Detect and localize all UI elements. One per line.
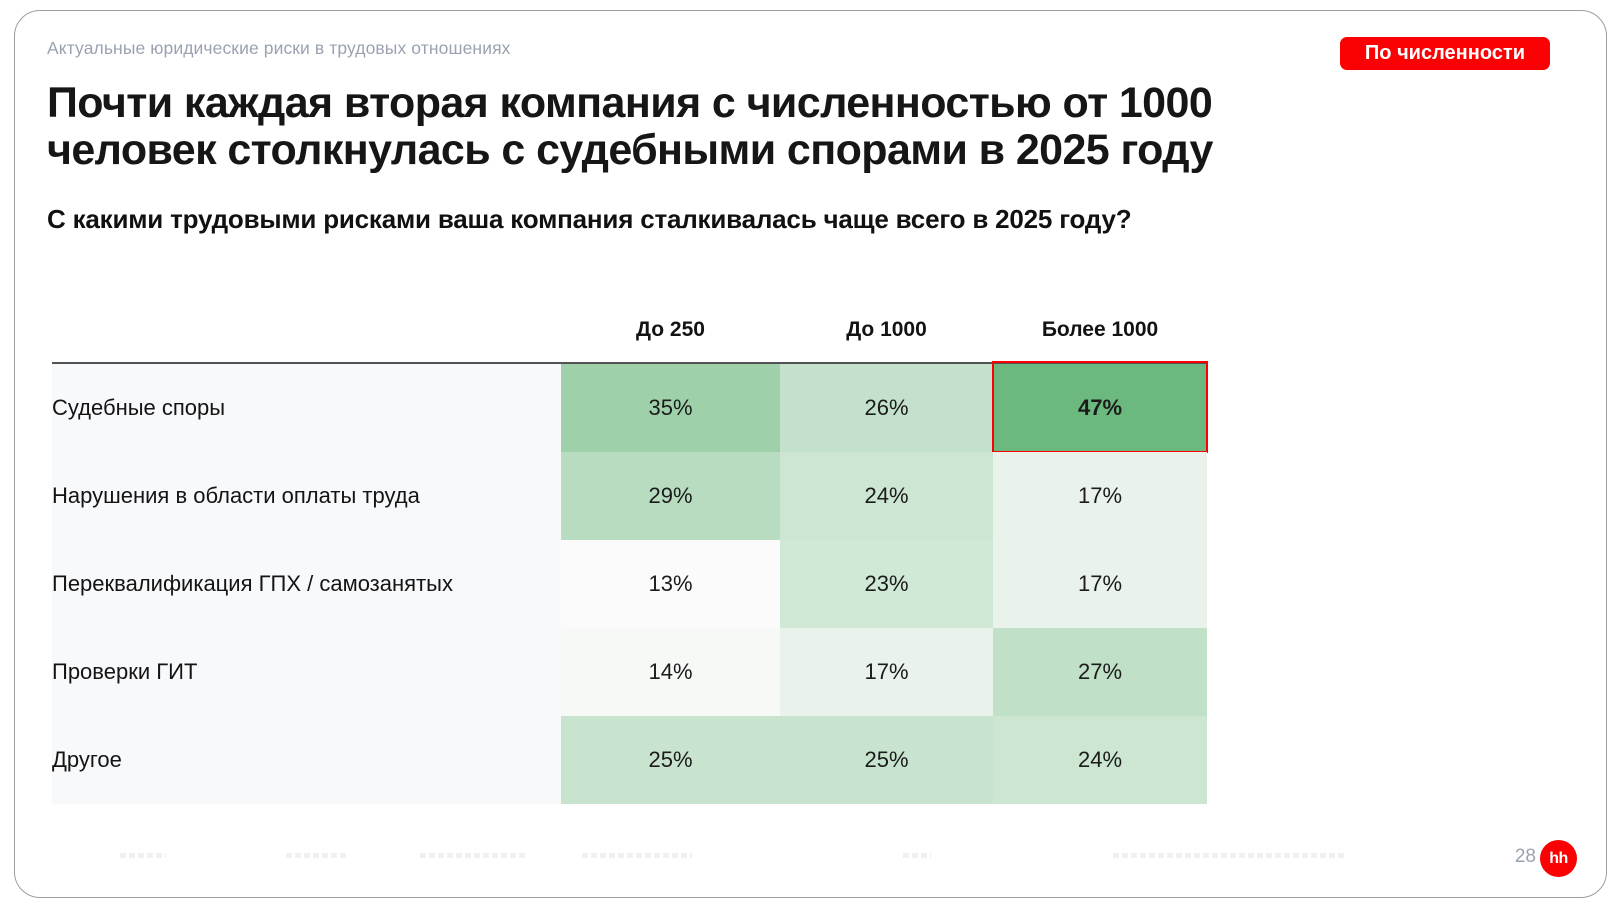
heatmap-table: Судебные споры 35% 26% 47% Нарушения в облас…	[52, 361, 1208, 804]
heatmap-cell: 17%	[993, 540, 1207, 628]
column-header: До 250	[636, 318, 705, 341]
row-label: Другое	[52, 716, 561, 804]
heatmap-cell: 17%	[993, 452, 1207, 540]
segment-badge: По численности	[1339, 37, 1550, 70]
footer-fineprint-mark	[903, 853, 931, 858]
slide-title-line1: Почти каждая вторая компания с численнос…	[47, 79, 1213, 127]
row-label: Переквалификация ГПХ / самозанятых	[52, 540, 561, 628]
row-label: Судебные споры	[52, 364, 561, 452]
heatmap-column-headers: До 250 До 1000 Более 1000	[52, 310, 1207, 350]
survey-question: С какими трудовыми рисками ваша компания…	[47, 204, 1132, 234]
page-number: 28	[1514, 846, 1536, 867]
heatmap-cell: 27%	[993, 628, 1207, 716]
heatmap-cell: 14%	[561, 628, 780, 716]
footer-fineprint-mark	[420, 853, 526, 858]
hh-logo: hh	[1540, 840, 1577, 877]
heatmap-cell: 26%	[780, 364, 993, 452]
heatmap-cell: 29%	[561, 452, 780, 540]
slide-title-line2: человек столкнулась с судебными спорами …	[47, 126, 1213, 175]
footer-fineprint-mark	[120, 853, 166, 858]
row-label: Проверки ГИТ	[52, 628, 561, 716]
column-header: Более 1000	[1041, 318, 1159, 341]
heatmap-cell: 17%	[780, 628, 993, 716]
heatmap-cell: 25%	[780, 716, 993, 804]
heatmap-cell: 23%	[780, 540, 993, 628]
footer-fineprint-mark	[1113, 853, 1346, 858]
footer-fineprint-mark	[286, 853, 346, 858]
heatmap-cell: 25%	[561, 716, 780, 804]
column-header: До 1000	[846, 318, 927, 341]
slide-eyebrow: Актуальные юридические риски в трудовых …	[47, 38, 511, 58]
row-label: Нарушения в области оплаты труда	[52, 452, 561, 540]
heatmap-cell: 13%	[561, 540, 780, 628]
footer-fineprint-mark	[582, 853, 692, 858]
slide-title: Почти каждая вторая компания с численнос…	[47, 79, 1547, 175]
heatmap-cell: 35%	[561, 364, 780, 452]
heatmap-cell: 24%	[993, 716, 1207, 804]
heatmap-cell: 24%	[780, 452, 993, 540]
heatmap-cell: 47%	[992, 361, 1208, 453]
